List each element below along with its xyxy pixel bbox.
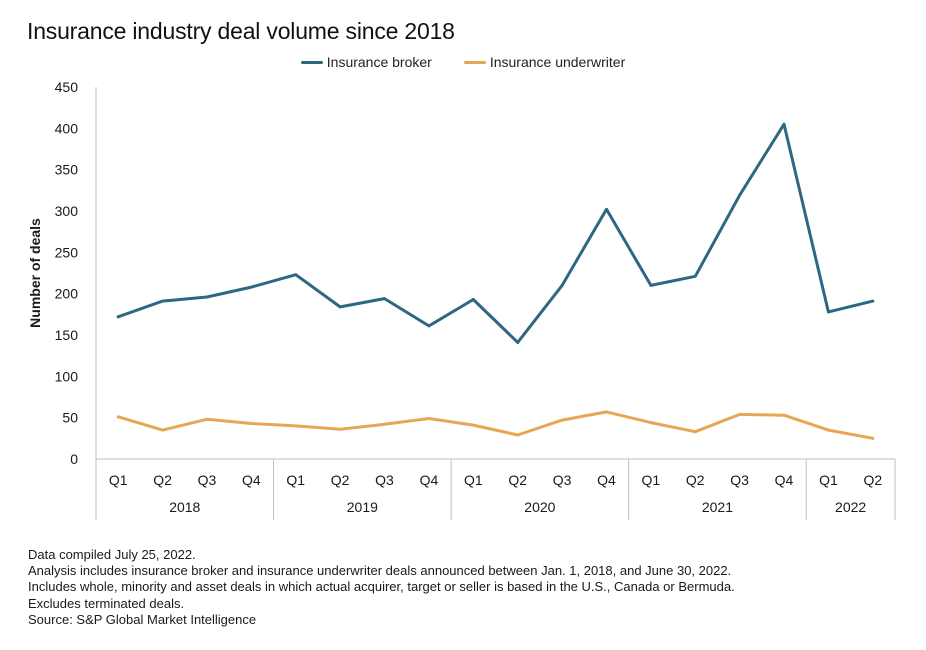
data-point-broker — [649, 284, 653, 287]
data-point-broker — [116, 315, 120, 319]
data-point-underwriter — [249, 422, 253, 425]
data-point-underwriter — [738, 412, 742, 416]
x-tick-label: Q2 — [863, 472, 882, 488]
x-group-label: 2021 — [702, 499, 733, 515]
legend-label-broker: Insurance broker — [326, 54, 432, 70]
legend-label-underwriter: Insurance underwriter — [489, 54, 626, 70]
data-point-underwriter — [116, 415, 120, 419]
x-tick-label: Q2 — [686, 472, 705, 488]
note-excludes: Excludes terminated deals. — [28, 595, 185, 611]
x-tick-label: Q3 — [553, 472, 572, 488]
chart-title: Insurance industry deal volume since 201… — [27, 18, 455, 44]
data-point-broker — [560, 284, 564, 287]
data-point-broker — [249, 285, 253, 289]
y-tick-label: 400 — [55, 120, 79, 136]
x-group-label: 2018 — [169, 499, 200, 515]
data-point-broker — [427, 324, 431, 328]
series-lines — [116, 122, 875, 440]
x-group-label: 2019 — [347, 499, 378, 515]
data-point-underwriter — [471, 423, 475, 427]
data-point-underwriter — [161, 428, 164, 432]
y-tick-label: 100 — [55, 368, 79, 384]
note-date: Data compiled July 25, 2022. — [28, 547, 196, 562]
data-point-underwriter — [294, 424, 298, 428]
footnotes: Data compiled July 25, 2022. Analysis in… — [28, 547, 735, 628]
note-source: Source: S&P Global Market Intelligence — [28, 611, 257, 627]
data-point-broker — [516, 341, 520, 344]
series-line-broker — [116, 122, 875, 344]
data-point-underwriter — [649, 421, 653, 425]
data-point-underwriter — [560, 418, 564, 422]
data-point-underwriter — [205, 417, 209, 421]
data-point-underwriter — [427, 417, 431, 420]
data-point-broker — [338, 305, 342, 309]
y-tick-label: 150 — [55, 327, 79, 343]
y-axis-title-group: Number of deals — [27, 218, 43, 328]
x-tick-label: Q1 — [286, 472, 305, 488]
data-point-underwriter — [782, 413, 786, 417]
x-tick-label: Q4 — [242, 472, 261, 488]
y-axis-title: Number of deals — [27, 218, 43, 328]
x-tick-label: Q1 — [464, 472, 483, 488]
x-tick-label: Q4 — [420, 472, 439, 488]
x-tick-label: Q3 — [198, 472, 217, 488]
x-tick-labels: Q1 Q2 Q3 Q4 Q1 Q2 Q3 Q4 Q1 Q2 Q3 Q4 Q1 Q2 Q3 Q4 Q1 Q2 2018… — [109, 472, 883, 515]
data-point-underwriter — [516, 433, 520, 437]
note-analysis: Analysis includes insurance broker and i… — [28, 563, 732, 579]
data-point-broker — [827, 310, 830, 314]
data-point-broker — [782, 122, 786, 126]
data-point-underwriter — [383, 422, 386, 426]
x-tick-label: Q2 — [331, 472, 350, 488]
x-tick-label: Q1 — [642, 472, 661, 488]
y-tick-label: 50 — [62, 410, 78, 426]
legend-swatch-broker — [300, 60, 323, 64]
x-tick-label: Q4 — [775, 472, 794, 488]
data-point-underwriter — [338, 427, 342, 431]
data-point-underwriter — [827, 428, 830, 432]
y-tick-label: 0 — [70, 451, 78, 467]
note-includes: Includes whole, minority and asset deals… — [28, 579, 735, 595]
x-group-label: 2022 — [835, 499, 866, 515]
legend-item-broker: Insurance broker — [300, 54, 432, 70]
data-point-underwriter — [605, 410, 608, 414]
x-tick-label: Q2 — [508, 472, 527, 488]
series-line-underwriter — [116, 410, 875, 440]
data-point-broker — [294, 273, 298, 277]
x-tick-label: Q3 — [375, 472, 394, 488]
y-tick-label: 350 — [55, 162, 79, 178]
y-tick-label: 300 — [55, 203, 79, 219]
axes — [95, 87, 896, 520]
x-group-label: 2020 — [524, 499, 555, 515]
x-tick-label: Q1 — [109, 472, 128, 488]
x-tick-label: Q2 — [153, 472, 172, 488]
y-tick-label: 200 — [55, 286, 79, 302]
data-point-broker — [383, 297, 386, 301]
legend-item-underwriter: Insurance underwriter — [463, 54, 626, 70]
x-tick-label: Q3 — [730, 472, 749, 488]
x-tick-label: Q1 — [819, 472, 838, 488]
x-tick-label: Q4 — [597, 472, 616, 488]
data-point-broker — [161, 299, 164, 303]
data-point-broker — [605, 207, 608, 211]
y-tick-label: 250 — [55, 244, 79, 260]
data-point-broker — [471, 298, 475, 301]
y-tick-label: 450 — [55, 79, 79, 95]
legend: Insurance broker Insurance underwriter — [0, 54, 926, 70]
data-point-underwriter — [871, 436, 875, 440]
legend-swatch-underwriter — [463, 60, 486, 64]
data-point-broker — [871, 299, 875, 303]
y-tick-labels: 0 50 100 150 200 250 300 350 400 450 — [55, 79, 79, 467]
data-point-underwriter — [693, 430, 697, 434]
data-point-broker — [693, 274, 697, 278]
data-point-broker — [738, 193, 742, 197]
data-point-broker — [205, 295, 209, 299]
